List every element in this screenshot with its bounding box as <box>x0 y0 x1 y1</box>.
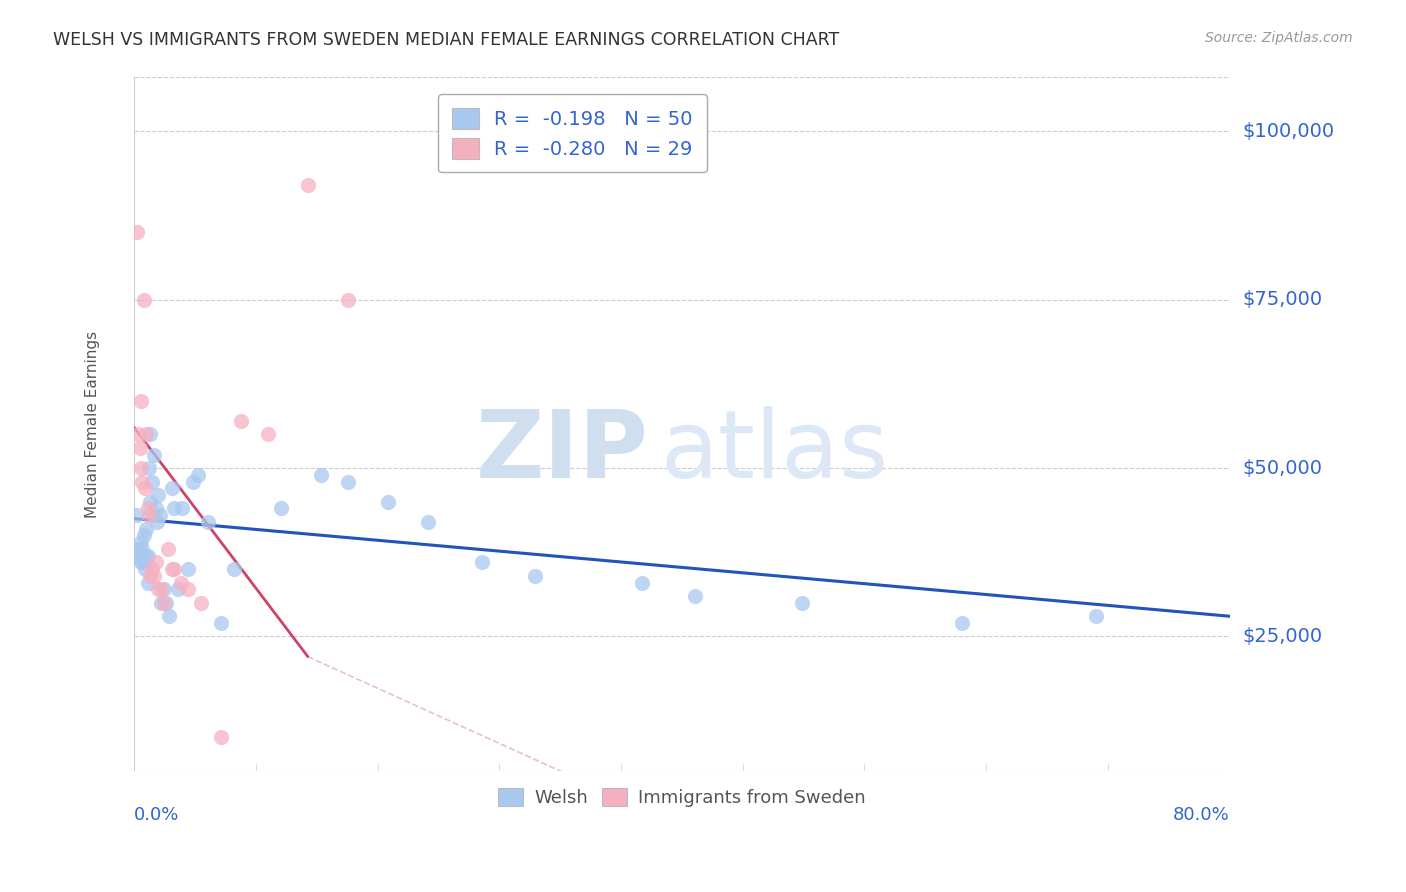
Point <box>630 575 652 590</box>
Text: $75,000: $75,000 <box>1243 290 1323 310</box>
Point <box>167 582 190 597</box>
Point <box>187 467 209 482</box>
Point <box>470 555 492 569</box>
Point <box>683 589 706 603</box>
Point <box>157 609 180 624</box>
Point <box>135 549 157 563</box>
Legend: Welsh, Immigrants from Sweden: Welsh, Immigrants from Sweden <box>491 780 873 814</box>
Point <box>523 569 546 583</box>
Text: Source: ZipAtlas.com: Source: ZipAtlas.com <box>1205 31 1353 45</box>
Point <box>152 596 174 610</box>
Point <box>128 441 150 455</box>
Point <box>135 522 157 536</box>
Point <box>160 481 183 495</box>
Text: ZIP: ZIP <box>477 406 650 498</box>
Text: $50,000: $50,000 <box>1243 458 1323 477</box>
Text: WELSH VS IMMIGRANTS FROM SWEDEN MEDIAN FEMALE EARNINGS CORRELATION CHART: WELSH VS IMMIGRANTS FROM SWEDEN MEDIAN F… <box>53 31 839 49</box>
Point <box>170 575 193 590</box>
Point <box>172 501 194 516</box>
Point <box>134 562 156 576</box>
Point <box>134 481 156 495</box>
Point <box>139 569 162 583</box>
Text: $100,000: $100,000 <box>1243 122 1334 141</box>
Point <box>156 541 179 556</box>
Point <box>256 427 278 442</box>
Point <box>139 427 162 442</box>
Point <box>209 731 232 745</box>
Point <box>209 615 232 630</box>
Point <box>141 475 163 489</box>
Point <box>141 562 163 576</box>
Point <box>224 562 246 576</box>
Point <box>377 494 399 508</box>
Point <box>143 569 166 583</box>
Point <box>142 508 165 523</box>
Point <box>134 555 156 569</box>
Point <box>138 508 160 523</box>
Point <box>270 501 292 516</box>
Point <box>152 582 174 597</box>
Point <box>1085 609 1108 624</box>
Point <box>155 596 177 610</box>
Point <box>139 494 162 508</box>
Point <box>131 541 153 556</box>
Point <box>136 501 159 516</box>
Text: $25,000: $25,000 <box>1243 627 1323 646</box>
Point <box>149 596 172 610</box>
Point <box>336 475 359 489</box>
Point <box>138 461 160 475</box>
Point <box>176 582 198 597</box>
Point <box>135 427 157 442</box>
Point <box>146 515 169 529</box>
Point <box>163 562 186 576</box>
Point <box>176 562 198 576</box>
Point <box>197 515 219 529</box>
Point <box>129 461 152 475</box>
Text: 0.0%: 0.0% <box>134 805 180 824</box>
Point <box>125 508 148 523</box>
Point <box>148 488 170 502</box>
Point <box>163 501 186 516</box>
Point <box>129 535 152 549</box>
Point <box>160 562 183 576</box>
Point <box>136 575 159 590</box>
Point <box>950 615 973 630</box>
Point <box>132 528 155 542</box>
Text: atlas: atlas <box>659 406 889 498</box>
Point <box>416 515 439 529</box>
Point <box>145 501 167 516</box>
Point <box>136 549 159 563</box>
Point <box>129 555 152 569</box>
Point <box>297 178 319 193</box>
Point <box>309 467 332 482</box>
Point <box>181 475 204 489</box>
Point <box>149 582 172 597</box>
Point <box>131 475 153 489</box>
Point <box>148 582 170 597</box>
Text: Median Female Earnings: Median Female Earnings <box>86 331 100 518</box>
Point <box>127 541 149 556</box>
Point <box>336 293 359 307</box>
Point <box>127 427 149 442</box>
Point <box>149 508 172 523</box>
Point <box>128 549 150 563</box>
Point <box>131 555 153 569</box>
Point <box>790 596 813 610</box>
Point <box>129 393 152 408</box>
Point <box>229 414 252 428</box>
Point <box>132 293 155 307</box>
Text: 80.0%: 80.0% <box>1173 805 1230 824</box>
Point <box>125 225 148 239</box>
Point <box>145 555 167 569</box>
Point <box>143 448 166 462</box>
Point <box>190 596 212 610</box>
